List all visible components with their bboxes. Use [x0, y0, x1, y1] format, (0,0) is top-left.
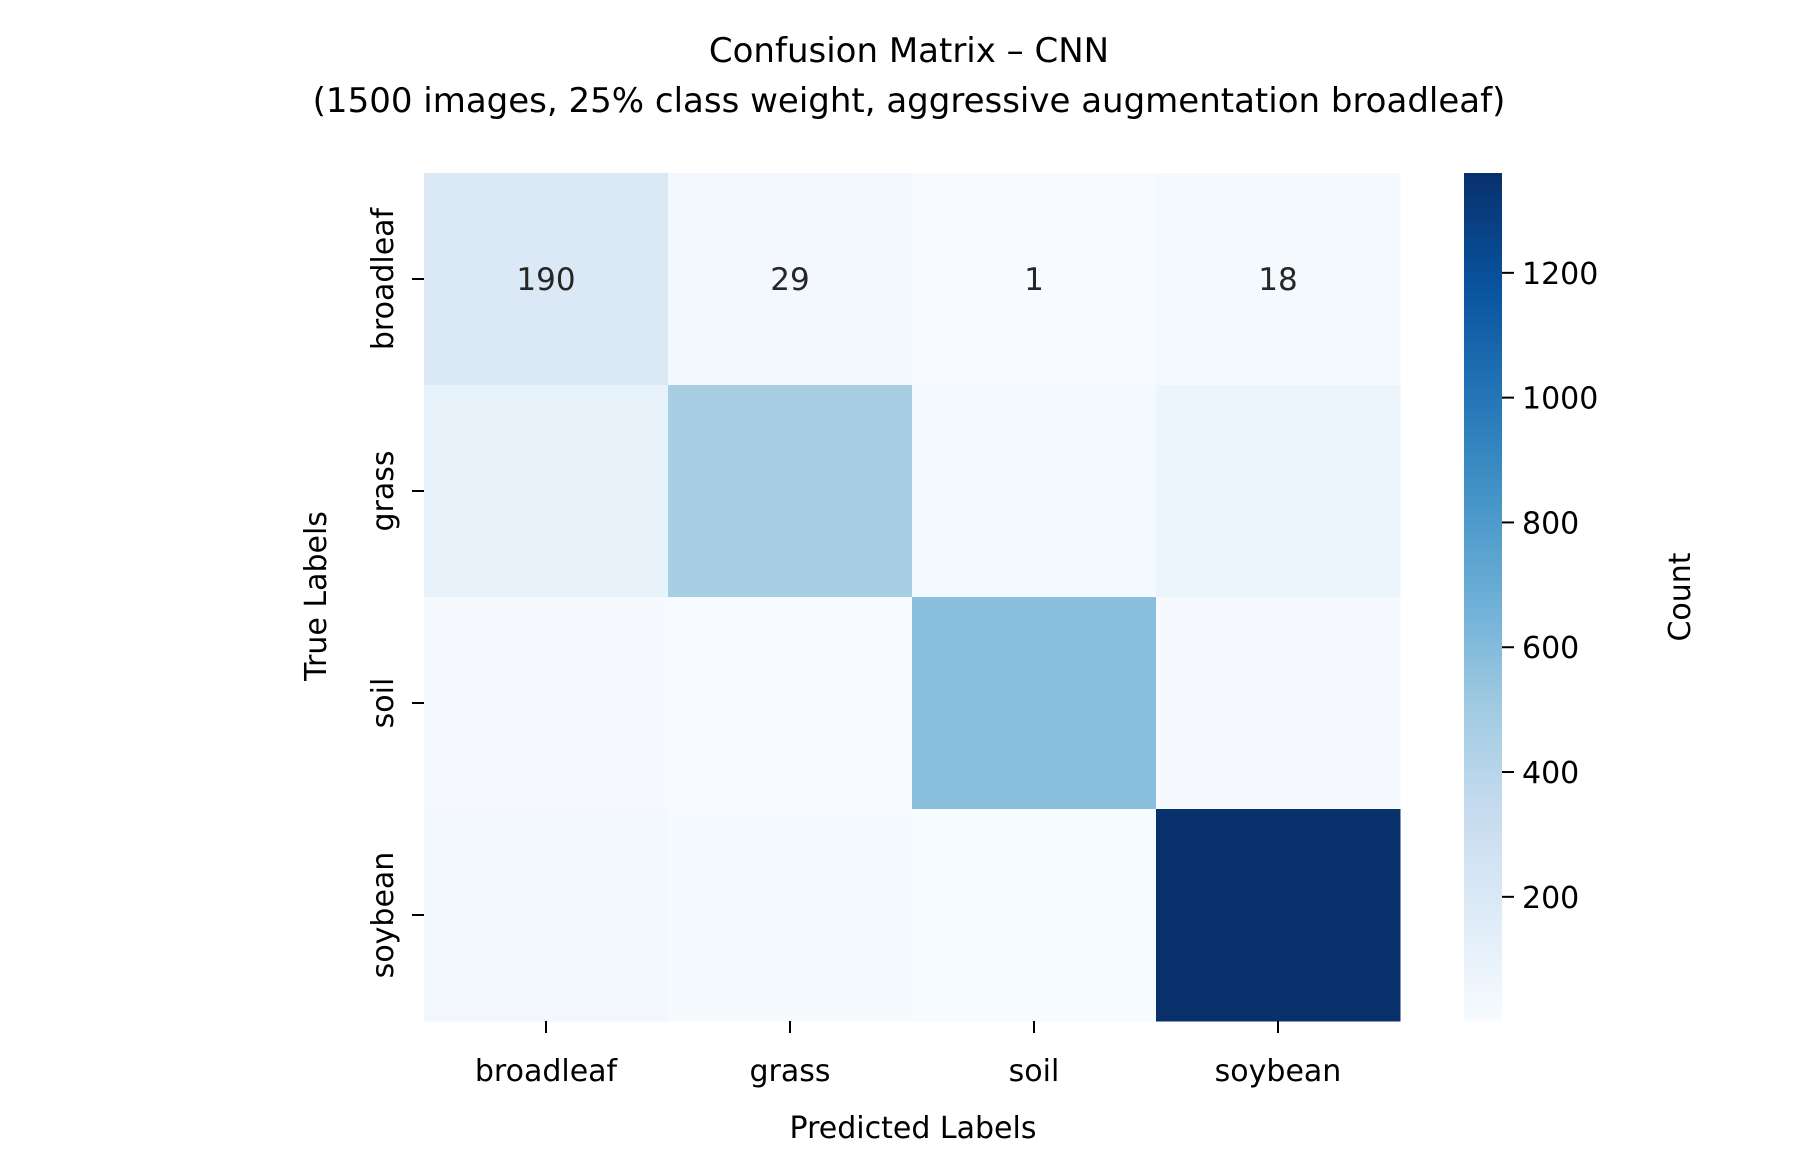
- heatmap-cell-grass-grass: [668, 385, 913, 598]
- x-tick-label: grass: [749, 1054, 830, 1089]
- x-tick-label: soybean: [1215, 1054, 1342, 1089]
- heatmap-cell-broadleaf-soil: [912, 173, 1157, 386]
- heatmap-cell-soil-soil: [912, 597, 1157, 810]
- colorbar-tick-label: 1200: [1522, 257, 1598, 292]
- colorbar-ticks: 200 400 600 800 1000 1200: [1502, 257, 1598, 916]
- x-axis-ticks: broadleaf grass soil soybean: [475, 1021, 1341, 1089]
- cell-annotation: 1: [1024, 262, 1044, 298]
- x-axis-label: Predicted Labels: [790, 1111, 1037, 1146]
- heatmap-cell-soil-broadleaf: [424, 597, 669, 810]
- cell-annotation: 29: [770, 262, 809, 298]
- colorbar-label: Count: [1663, 552, 1698, 641]
- y-axis-ticks: broadleaf grass soil soybean: [366, 206, 424, 978]
- heatmap-cell-broadleaf-grass: [668, 173, 913, 386]
- colorbar-tick-label: 600: [1522, 631, 1579, 666]
- cell-annotation: 190: [516, 262, 575, 298]
- chart-title: Confusion Matrix – CNN: [709, 31, 1109, 71]
- colorbar-tick-label: 1000: [1522, 382, 1598, 417]
- colorbar-tick-label: 400: [1522, 756, 1579, 791]
- heatmap-cell-soybean-soybean: [1156, 809, 1401, 1022]
- heatmap-cell-broadleaf-soybean: [1156, 173, 1401, 386]
- y-tick-label: broadleaf: [366, 206, 401, 350]
- heatmap-cell-soybean-soil: [912, 809, 1157, 1022]
- cell-annotations: 190 29 1 18: [516, 262, 1297, 298]
- y-axis-label: True Labels: [299, 511, 334, 682]
- heatmap-cells: [424, 173, 1401, 1022]
- chart-subtitle: (1500 images, 25% class weight, aggressi…: [313, 81, 1506, 121]
- heatmap-cell-broadleaf-broadleaf: [424, 173, 669, 386]
- heatmap-cell-soybean-grass: [668, 809, 913, 1022]
- heatmap-cell-grass-soybean: [1156, 385, 1401, 598]
- heatmap-cell-grass-soil: [912, 385, 1157, 598]
- y-tick-label: soybean: [366, 852, 401, 979]
- x-tick-label: broadleaf: [475, 1054, 619, 1089]
- y-tick-label: soil: [366, 678, 401, 729]
- colorbar-tick-label: 200: [1522, 881, 1579, 916]
- colorbar: [1464, 173, 1502, 1021]
- cell-annotation: 18: [1258, 262, 1297, 298]
- x-tick-label: soil: [1009, 1054, 1060, 1089]
- heatmap-cell-grass-broadleaf: [424, 385, 669, 598]
- heatmap-cell-soil-soybean: [1156, 597, 1401, 810]
- heatmap-cell-soybean-broadleaf: [424, 809, 669, 1022]
- y-tick-label: grass: [366, 450, 401, 531]
- colorbar-tick-label: 800: [1522, 506, 1579, 541]
- heatmap-cell-soil-grass: [668, 597, 913, 810]
